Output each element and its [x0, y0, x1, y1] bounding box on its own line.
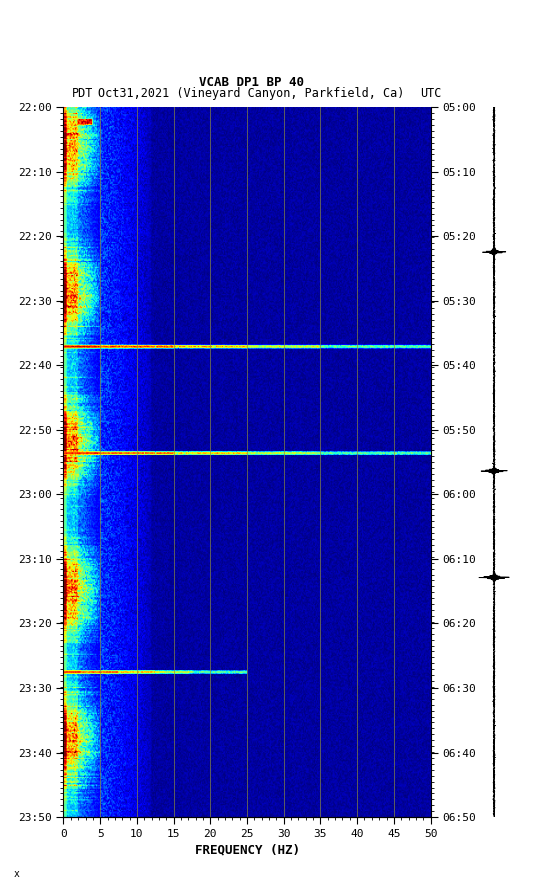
Text: x: x	[14, 869, 20, 879]
Text: VCAB DP1 BP 40: VCAB DP1 BP 40	[199, 76, 304, 89]
Text: ≋: ≋	[5, 17, 15, 29]
Text: USGS: USGS	[23, 17, 61, 29]
Text: UTC: UTC	[421, 87, 442, 100]
X-axis label: FREQUENCY (HZ): FREQUENCY (HZ)	[194, 843, 300, 856]
Text: PDT: PDT	[72, 87, 93, 100]
Text: Oct31,2021 (Vineyard Canyon, Parkfield, Ca): Oct31,2021 (Vineyard Canyon, Parkfield, …	[98, 87, 405, 100]
